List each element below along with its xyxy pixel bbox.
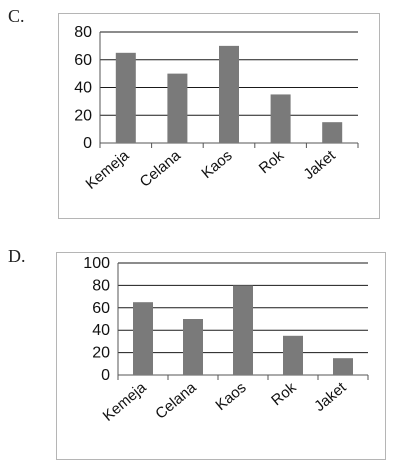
bar-c-rok (270, 94, 291, 143)
bar-d-jaket (333, 358, 353, 375)
y-tick-label-c-2: 40 (74, 80, 92, 97)
y-tick-label-d-5: 100 (83, 255, 110, 272)
x-tick-label-d-celana: Celana (152, 379, 200, 423)
x-tick-label-d-jaket: Jaket (311, 379, 350, 416)
x-tick-label-d-kemeja: Kemeja (100, 379, 150, 425)
bar-d-kaos (233, 285, 253, 375)
y-tick-label-d-0: 0 (101, 367, 110, 384)
bar-d-kemeja (133, 302, 153, 375)
x-tick-label-d-kaos: Kaos (212, 379, 249, 414)
y-tick-label-c-4: 80 (74, 24, 92, 41)
y-tick-label-d-1: 20 (92, 345, 110, 362)
x-tick-label-d-rok: Rok (268, 379, 300, 409)
option-label-c: C. (8, 6, 25, 26)
y-tick-label-c-0: 0 (83, 135, 92, 152)
bar-c-kemeja (115, 52, 136, 143)
y-tick-label-c-3: 60 (74, 52, 92, 69)
bar-d-rok (283, 335, 303, 375)
y-tick-label-d-3: 60 (92, 300, 110, 317)
option-label-d: D. (8, 246, 26, 266)
bar-c-jaket (322, 122, 343, 143)
y-tick-label-c-1: 20 (74, 107, 92, 124)
bar-c-celana (167, 73, 188, 143)
y-tick-label-d-2: 40 (92, 322, 110, 339)
chart-frame-d (56, 252, 386, 460)
y-tick-label-d-4: 80 (92, 277, 110, 294)
bar-d-celana (183, 319, 203, 375)
bar-c-kaos (219, 45, 239, 143)
